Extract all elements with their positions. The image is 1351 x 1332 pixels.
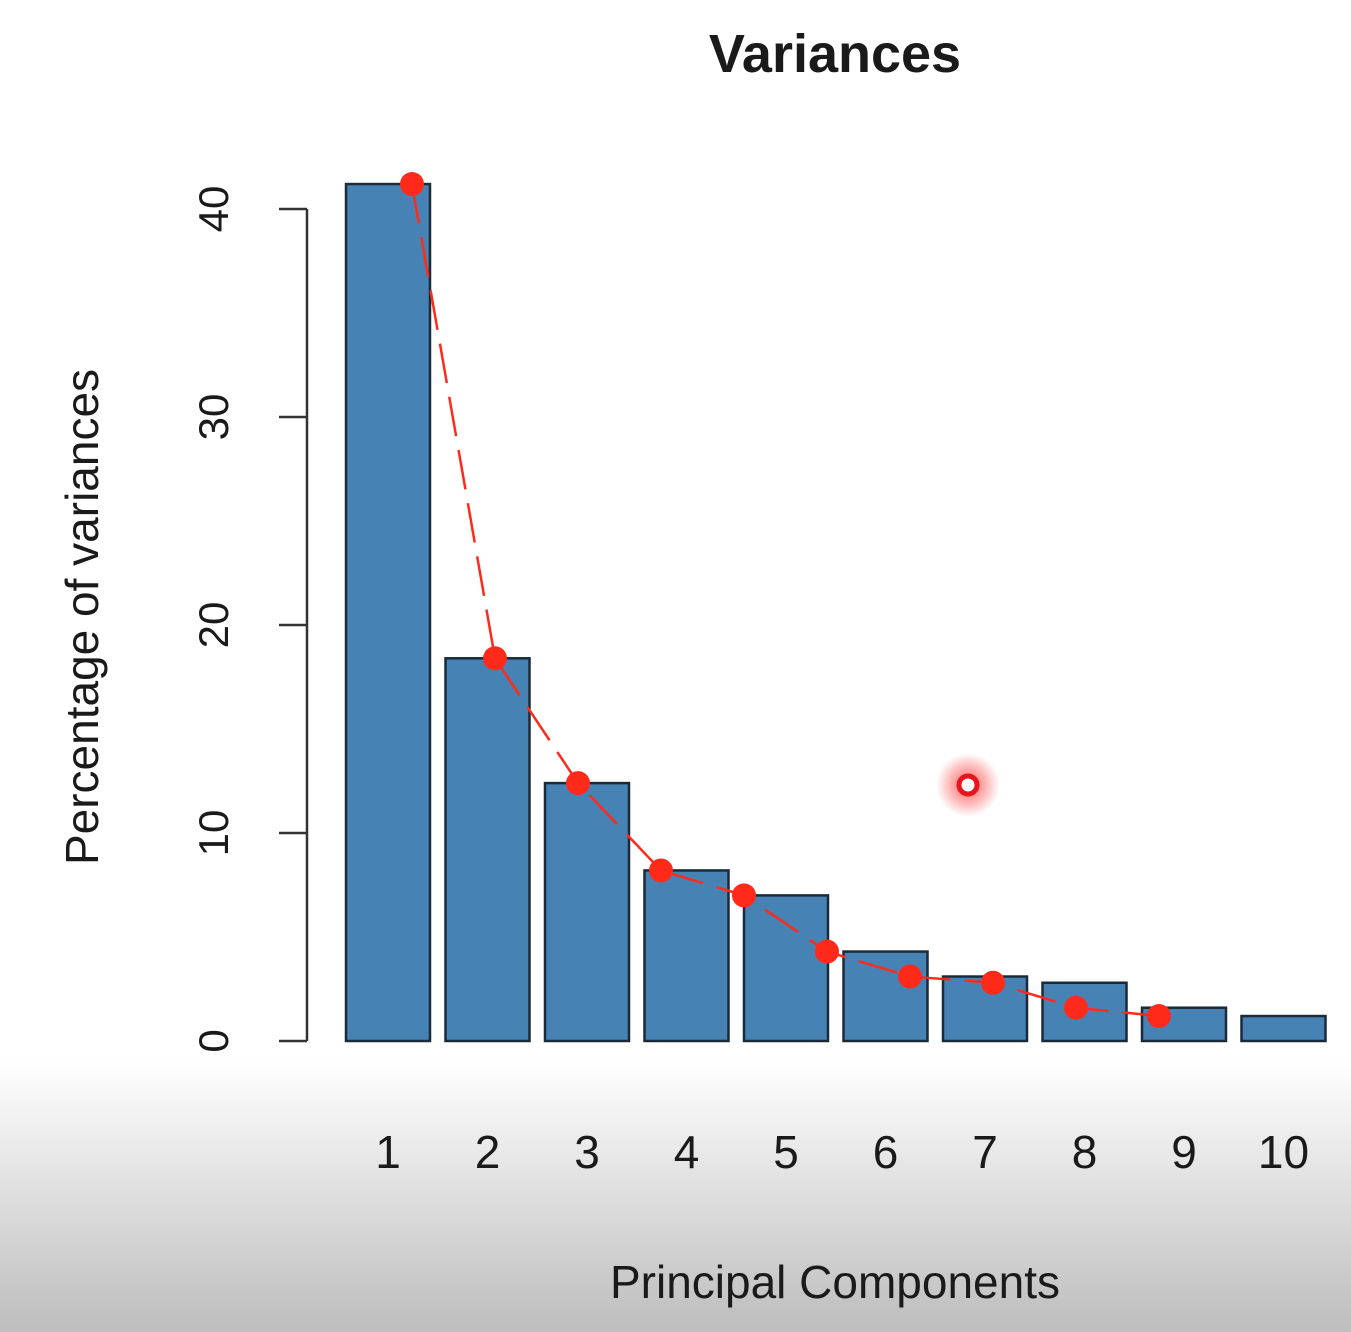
y-tick-label: 0 bbox=[190, 1029, 237, 1052]
bar bbox=[842, 950, 929, 1043]
x-tick-label: 6 bbox=[873, 1126, 899, 1178]
cursor bbox=[956, 773, 980, 797]
x-tick-label: 2 bbox=[475, 1126, 501, 1178]
bar bbox=[543, 781, 631, 1043]
x-tick-label: 7 bbox=[972, 1126, 998, 1178]
variance-point bbox=[1147, 1004, 1171, 1029]
variance-point bbox=[732, 883, 756, 908]
bar bbox=[643, 869, 730, 1043]
variance-point bbox=[815, 939, 839, 964]
variance-point bbox=[1064, 995, 1088, 1020]
y-tick-label: 20 bbox=[190, 602, 237, 649]
x-tick-label: 9 bbox=[1171, 1126, 1197, 1178]
y-axis-label: Percentage of variances bbox=[56, 369, 108, 865]
y-tick-label: 40 bbox=[190, 186, 237, 233]
bar bbox=[444, 657, 531, 1043]
bar bbox=[742, 894, 830, 1043]
plot: 0 10 20 30 40 1 2 3 4 5 6 7 8 9 10 bbox=[190, 172, 1327, 1178]
x-tick-label: 5 bbox=[773, 1126, 799, 1178]
x-tick-label: 4 bbox=[674, 1126, 700, 1178]
bar bbox=[1240, 1014, 1327, 1043]
y-tick-label: 10 bbox=[190, 810, 237, 857]
x-tick-label: 1 bbox=[375, 1126, 401, 1178]
bottom-shade bbox=[0, 1060, 1351, 1332]
y-tick-label: 30 bbox=[190, 394, 237, 441]
variance-point bbox=[483, 646, 507, 671]
x-tick-label: 3 bbox=[574, 1126, 600, 1178]
x-tick-label: 8 bbox=[1072, 1126, 1098, 1178]
x-axis-label: Principal Components bbox=[610, 1256, 1060, 1308]
bar bbox=[344, 182, 432, 1043]
variance-point bbox=[566, 771, 590, 796]
variance-point bbox=[649, 858, 673, 883]
x-tick-label: 10 bbox=[1258, 1126, 1309, 1178]
variance-line bbox=[410, 183, 1160, 1018]
chart-title: Variances bbox=[709, 24, 961, 84]
variance-point bbox=[400, 172, 424, 197]
variance-point bbox=[898, 964, 922, 989]
variance-point bbox=[981, 970, 1005, 995]
